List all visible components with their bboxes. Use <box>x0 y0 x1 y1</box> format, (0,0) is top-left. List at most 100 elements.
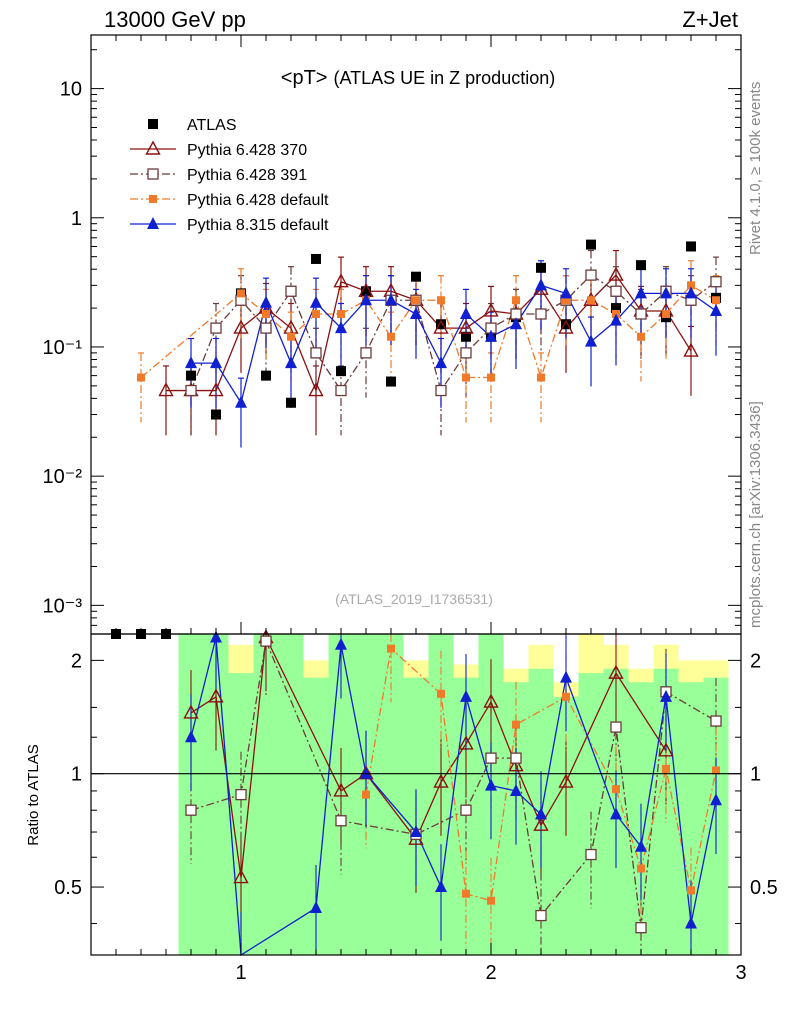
ratio-point-pythia-6-428-370 <box>483 693 499 708</box>
ratio-point-pythia-6-428-391 <box>235 788 247 801</box>
ratio-point-pythia-6-428-default <box>487 896 495 905</box>
data-point-pythia-6-428-370 <box>433 319 449 334</box>
ratio-point-pythia-8-315-default <box>710 793 722 806</box>
data-point-pythia-6-428-391 <box>635 308 647 320</box>
data-point-atlas <box>461 331 471 342</box>
ratio-point-pythia-6-428-default <box>562 692 570 701</box>
legend-label-pythia-6-428-370: Pythia 6.428 370 <box>187 142 307 159</box>
ratio-point-pythia-6-428-370 <box>183 704 199 719</box>
data-point-pythia-6-428-default <box>487 373 495 382</box>
data-point-pythia-6-428-391 <box>610 285 622 297</box>
ratio-point-pythia-6-428-370 <box>533 816 549 831</box>
data-point-atlas <box>286 397 296 408</box>
data-point-pythia-6-428-default <box>637 332 645 341</box>
data-point-atlas <box>261 370 271 381</box>
y-tick-label-ratio-right: 0.5 <box>750 877 778 899</box>
ratio-point-pythia-6-428-370 <box>333 782 349 797</box>
y-tick-label-main: 10⁻³ <box>43 595 83 617</box>
ratio-point-pythia-6-428-370 <box>558 773 574 788</box>
legend-marker-pythia-6-428-391 <box>147 168 159 180</box>
data-point-pythia-6-428-391 <box>710 276 722 288</box>
data-point-pythia-6-428-391 <box>585 269 597 281</box>
data-point-pythia-6-428-370 <box>683 342 699 357</box>
rivet-label: Rivet 4.1.0, ≥ 100k events <box>747 82 764 255</box>
ratio-point-pythia-8-315-default <box>335 637 347 650</box>
data-point-pythia-6-428-default <box>312 309 320 318</box>
ratio-point-pythia-6-428-default <box>637 864 645 873</box>
data-point-pythia-8-315-default <box>410 306 422 319</box>
data-point-pythia-6-428-370 <box>333 273 349 288</box>
ratio-line-pythia-8-315-default <box>190 637 717 957</box>
x-tick-label: 2 <box>485 962 496 984</box>
ratio-point-pythia-8-315-default <box>535 807 547 820</box>
data-point-atlas <box>536 262 546 273</box>
data-point-atlas <box>586 239 596 250</box>
data-point-pythia-8-315-default <box>585 334 597 347</box>
ratio-point-pythia-6-428-370 <box>208 688 224 703</box>
data-point-pythia-8-315-default <box>610 313 622 326</box>
data-point-pythia-8-315-default <box>560 286 572 299</box>
mcplots-label: mcplots.cern.ch [arXiv:1306.3436] <box>747 401 764 628</box>
ratio-band-green <box>278 634 304 955</box>
ratio-point-pythia-8-315-default <box>485 778 497 791</box>
ratio-point-pythia-8-315-default <box>185 730 197 743</box>
ratio-point-pythia-6-428-370 <box>233 869 249 884</box>
series-line-pythia-6-428-370 <box>166 274 692 393</box>
legend-marker-pythia-6-428-default <box>149 195 157 203</box>
data-point-pythia-6-428-370 <box>158 382 174 397</box>
data-point-atlas <box>686 241 696 252</box>
ratio-point-pythia-8-315-default <box>560 670 572 683</box>
data-point-pythia-6-428-default <box>562 296 570 305</box>
ratio-point-pythia-6-428-391 <box>710 715 722 727</box>
ratio-point-pythia-8-315-default <box>660 689 672 702</box>
data-point-pythia-6-428-391 <box>260 322 272 334</box>
y-tick-label-ratio: 2 <box>71 650 82 672</box>
ratio-point-pythia-6-428-default <box>462 889 470 898</box>
data-point-pythia-8-315-default <box>485 329 497 342</box>
y-tick-label-ratio-right: 2 <box>750 650 761 672</box>
series-line-pythia-6-428-default <box>140 284 717 380</box>
ratio-point-pythia-8-315-default <box>460 689 472 702</box>
ratio-point-pythia-8-315-default <box>360 766 372 779</box>
data-point-pythia-6-428-default <box>437 296 445 305</box>
ratio-point-pythia-6-428-default <box>612 785 620 794</box>
ratio-point-pythia-6-428-370 <box>608 664 624 679</box>
ratio-point-pythia-6-428-391 <box>585 848 597 861</box>
data-point-pythia-6-428-default <box>687 281 695 290</box>
data-point-atlas <box>386 376 396 387</box>
ratio-line-pythia-6-428-default <box>365 647 717 902</box>
ratio-point-pythia-6-428-default <box>512 720 520 729</box>
data-point-pythia-6-428-default <box>237 289 245 298</box>
ratio-point-pythia-6-428-default <box>387 644 395 653</box>
y-tick-label-ratio-right: 1 <box>750 764 761 786</box>
ratio-point-pythia-6-428-391 <box>260 635 272 647</box>
data-point-atlas <box>636 260 646 271</box>
data-point-pythia-6-428-391 <box>535 308 547 320</box>
ratio-point-pythia-8-315-default <box>685 916 697 929</box>
y-tick-label-main: 10⁻¹ <box>43 337 83 359</box>
data-point-pythia-8-315-default <box>460 306 472 319</box>
data-point-pythia-8-315-default <box>260 295 272 308</box>
data-point-pythia-8-315-default <box>285 356 297 369</box>
data-point-pythia-8-315-default <box>235 395 247 408</box>
ratio-point-pythia-8-315-default <box>435 880 447 893</box>
data-point-pythia-8-315-default <box>435 356 447 369</box>
data-point-pythia-6-428-default <box>712 296 720 305</box>
data-point-pythia-6-428-391 <box>285 285 297 297</box>
data-point-pythia-8-315-default <box>185 356 197 369</box>
ratio-point-pythia-8-315-default <box>635 839 647 852</box>
series-line-layer <box>140 274 717 957</box>
data-point-pythia-6-428-default <box>412 296 420 305</box>
data-point-pythia-6-428-370 <box>458 319 474 334</box>
data-point-pythia-6-428-391 <box>460 347 472 359</box>
data-point-pythia-8-315-default <box>360 293 372 306</box>
ratio-point-pythia-6-428-default <box>362 790 370 799</box>
data-point-atlas <box>311 253 321 264</box>
data-point-pythia-6-428-default <box>462 373 470 382</box>
ratio-line-pythia-6-428-391 <box>190 638 717 928</box>
x-tick-label: 3 <box>735 962 746 984</box>
ratio-point-pythia-8-315-default <box>310 900 322 913</box>
data-point-atlas <box>611 303 621 314</box>
data-point-pythia-6-428-391 <box>185 384 197 397</box>
